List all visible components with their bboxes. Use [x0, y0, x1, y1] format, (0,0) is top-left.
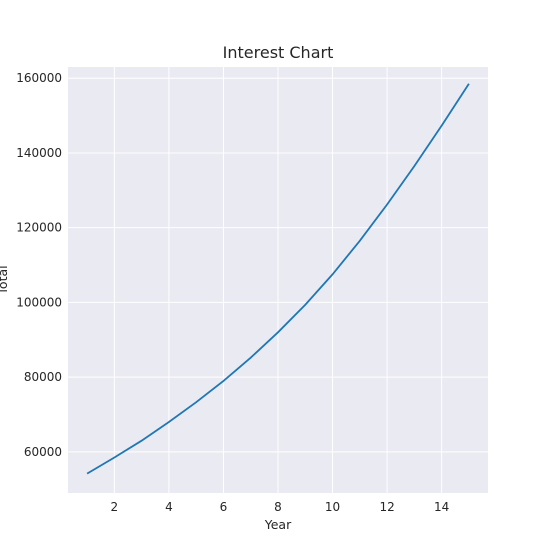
y-axis-label: Total: [0, 265, 10, 295]
y-tick-label: 100000: [16, 295, 62, 309]
series-line: [86, 83, 470, 475]
x-tick-label: 2: [111, 500, 119, 514]
x-axis-label: Year: [264, 517, 292, 532]
y-tick-label: 140000: [16, 146, 62, 160]
x-tick-label: 6: [220, 500, 228, 514]
x-tick-label: 10: [325, 500, 340, 514]
chart-title: Interest Chart: [223, 43, 334, 62]
y-tick-labels: 60000 80000 100000 120000 140000 160000: [16, 71, 62, 459]
y-tick-label: 60000: [24, 445, 62, 459]
y-tick-label: 120000: [16, 221, 62, 235]
x-tick-label: 14: [434, 500, 449, 514]
y-tick-label: 80000: [24, 370, 62, 384]
horizontal-gridlines: [68, 77, 488, 453]
x-tick-label: 8: [274, 500, 282, 514]
x-tick-label: 12: [379, 500, 394, 514]
vertical-gridlines: [113, 67, 443, 493]
x-tick-labels: 2 4 6 8 10 12 14: [111, 500, 450, 514]
x-tick-label: 4: [165, 500, 173, 514]
y-tick-label: 160000: [16, 71, 62, 85]
